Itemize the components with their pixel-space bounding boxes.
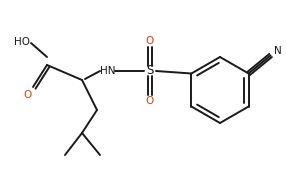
Text: O: O: [146, 36, 154, 46]
Text: S: S: [146, 64, 154, 78]
Text: O: O: [24, 90, 32, 100]
Text: O: O: [146, 96, 154, 106]
Text: N: N: [274, 45, 281, 55]
Text: HO: HO: [14, 37, 30, 47]
Text: HN: HN: [100, 66, 116, 76]
